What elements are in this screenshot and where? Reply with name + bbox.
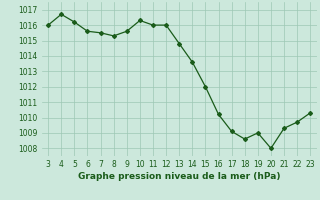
- X-axis label: Graphe pression niveau de la mer (hPa): Graphe pression niveau de la mer (hPa): [78, 172, 280, 181]
